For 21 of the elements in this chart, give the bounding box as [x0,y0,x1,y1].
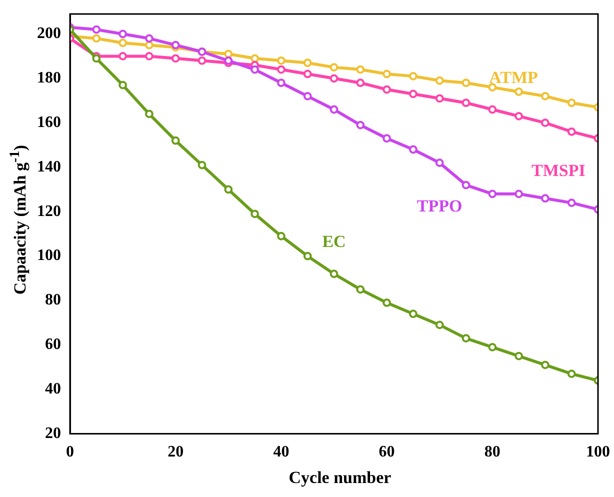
x-tick-label: 100 [586,444,610,461]
x-axis-title: Cycle number [288,468,392,488]
y-tick-label: 200 [37,25,61,42]
series-label: EC [322,232,346,252]
x-tick-label: 60 [378,444,395,461]
y-tick-label: 40 [45,380,61,398]
y-tick-label: 160 [37,114,61,131]
x-tick-label: 20 [168,444,184,461]
y-tick-label: 140 [37,158,61,176]
y-tick-label: 20 [45,424,61,442]
x-tick-label: 0 [66,444,74,461]
series-label: TMSPI [531,161,586,180]
y-tick-label: 120 [37,202,61,220]
y-tick-label: 80 [45,292,61,309]
y-tick-label: 60 [45,336,61,354]
series-label: ATMP [489,68,538,87]
y-tick-label: 100 [37,247,61,264]
x-tick-label: 40 [273,444,290,461]
series-label: TPPO [416,196,462,216]
y-tick-label: 180 [37,70,61,87]
x-tick-label: 80 [484,444,500,461]
